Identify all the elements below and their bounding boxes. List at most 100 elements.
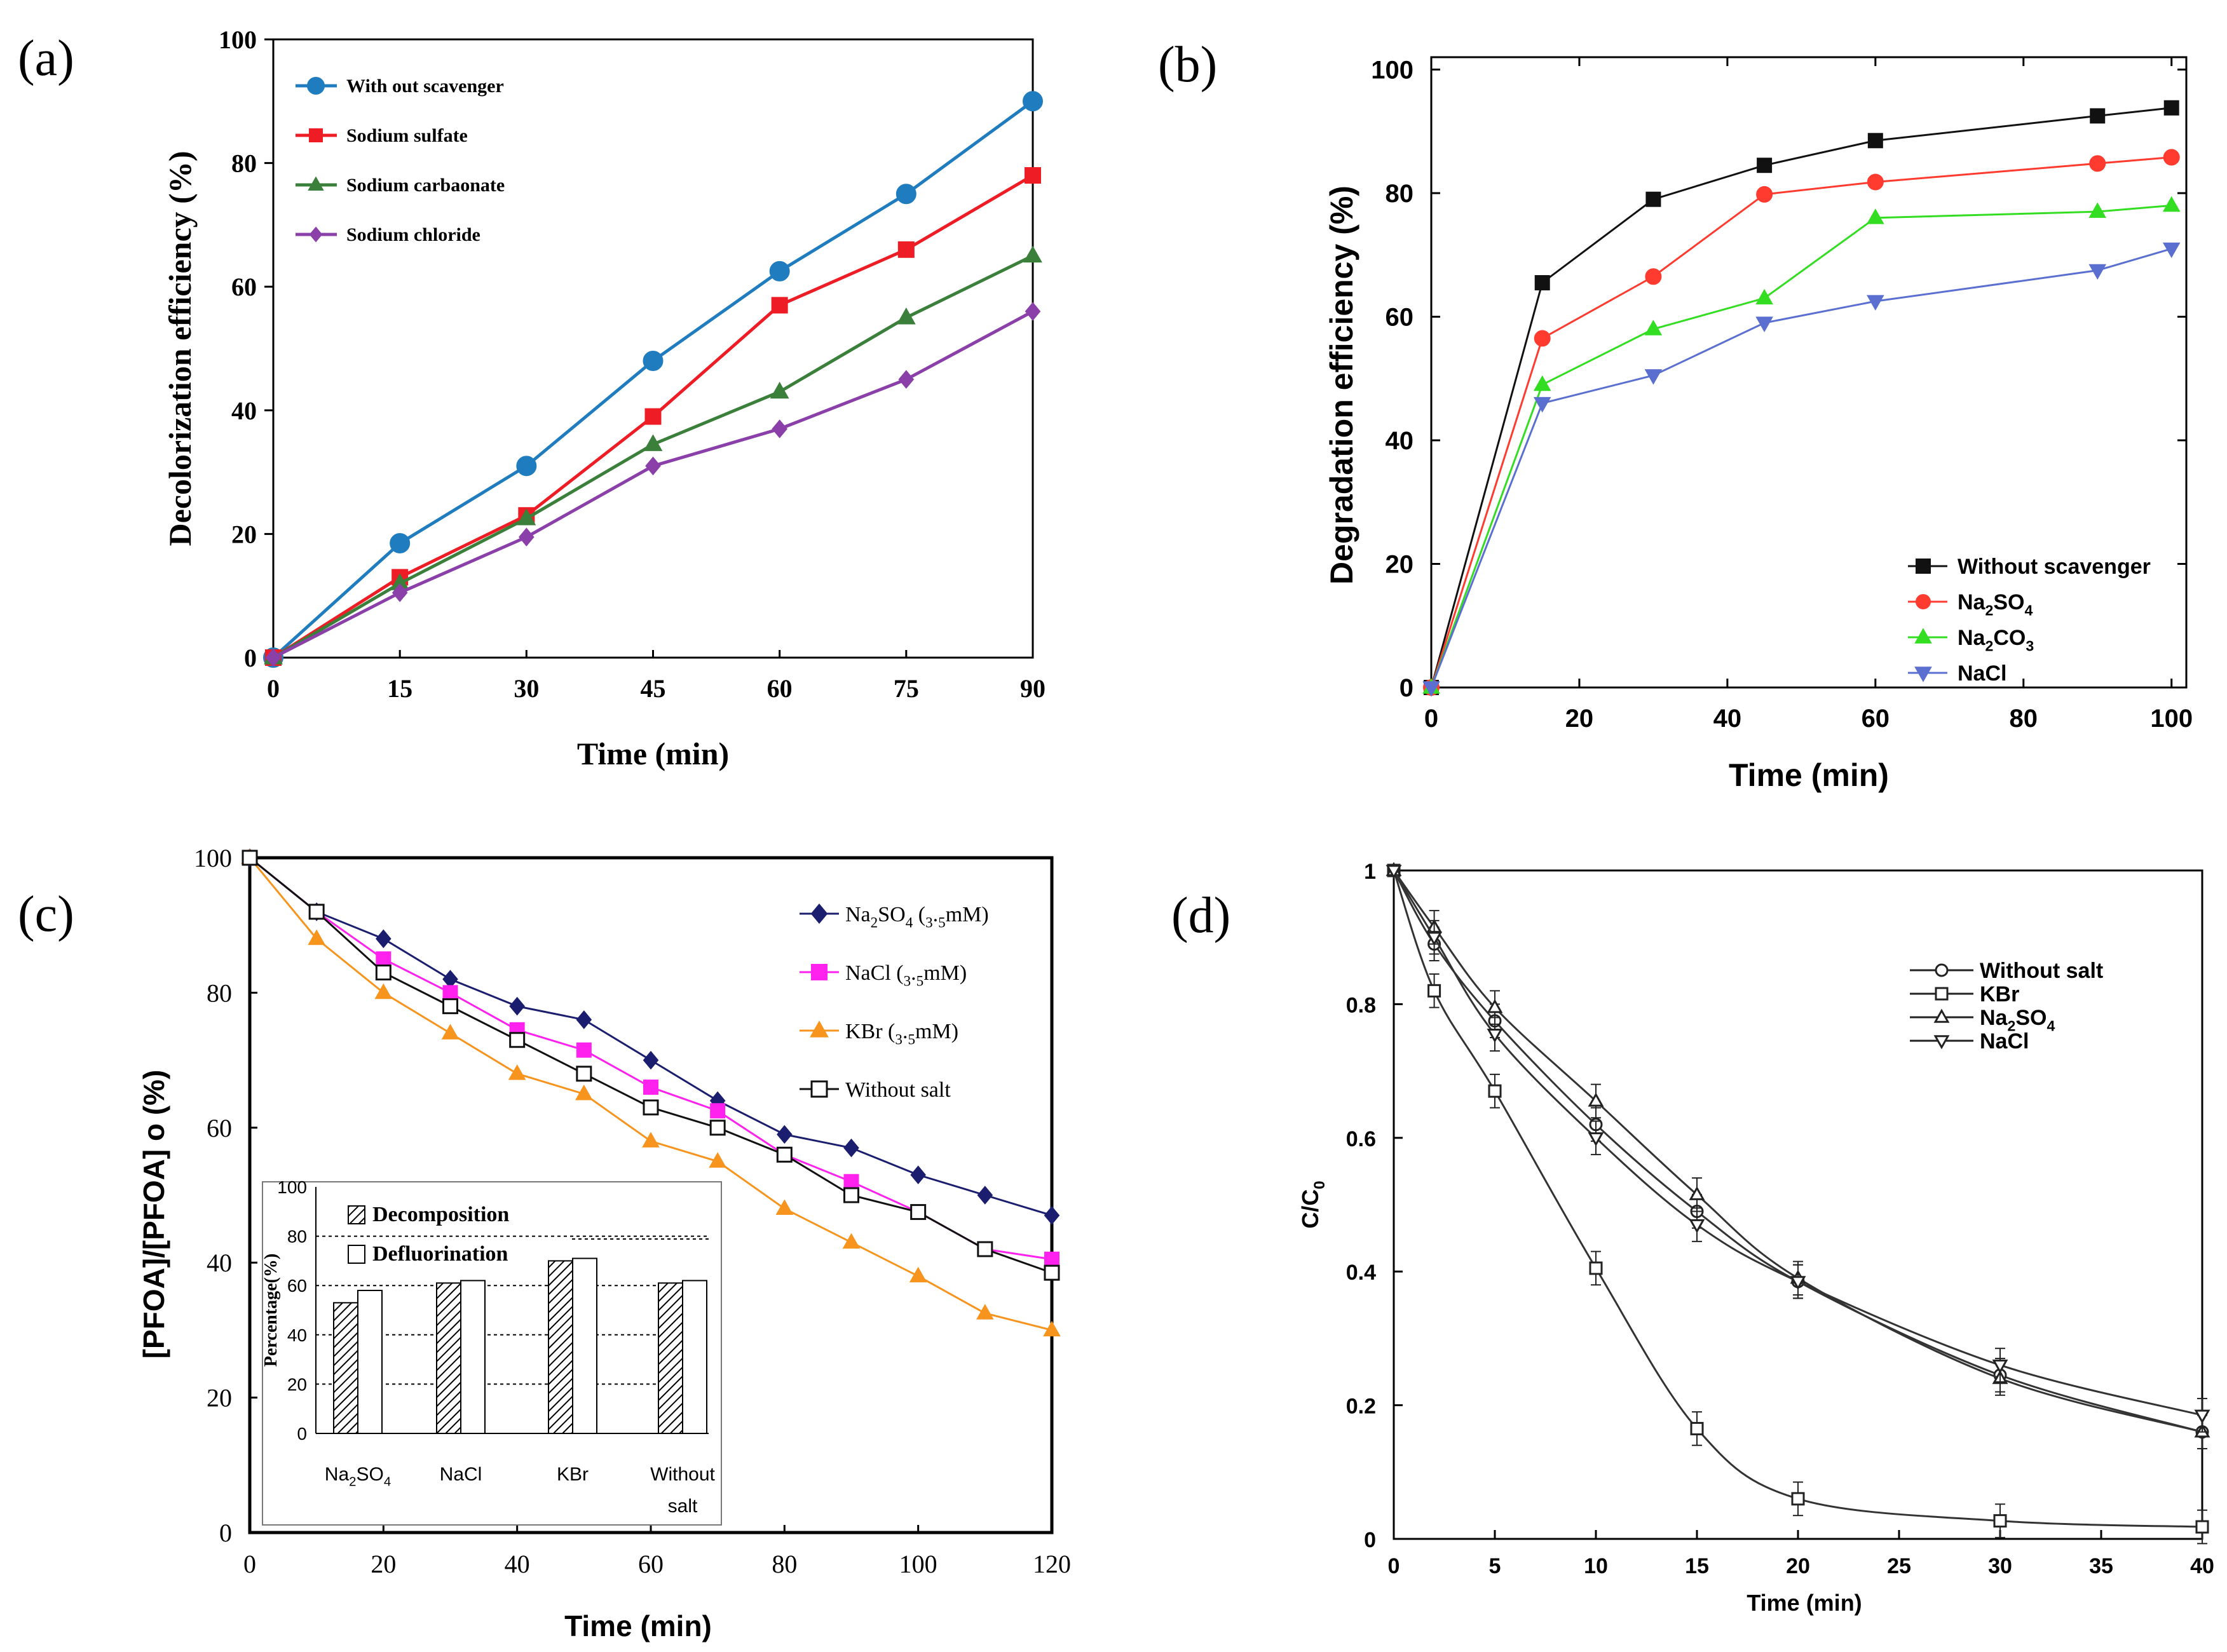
series-line-d-0 (1393, 870, 2203, 1433)
series-line-b-3 (1430, 248, 2172, 688)
legend-marker-d-2 (1933, 1008, 1950, 1023)
data-point-c-3-5 (576, 1066, 592, 1082)
data-point-c-3-9 (843, 1187, 859, 1203)
data-point-a-3-6 (1025, 302, 1041, 321)
data-point-b-0-1 (1534, 274, 1550, 290)
plot-frame-b (1430, 56, 2188, 689)
data-point-b-3-0 (1422, 681, 1440, 697)
data-point-d-1-2 (1488, 1084, 1502, 1098)
panel-b: (b) 0 20 40 60 80 100 0 20 40 60 80 100 Time (min) Deg… (1158, 37, 2193, 793)
data-point-d-3-7 (2194, 1409, 2210, 1424)
data-point-d-3-3 (1588, 1132, 1604, 1147)
data-point-a-1-4 (771, 297, 788, 314)
data-point-b-0-2 (1645, 191, 1661, 207)
data-point-a-3-0 (265, 648, 282, 667)
data-point-d-1-4 (1690, 1421, 1704, 1435)
data-point-b-3-5 (2088, 264, 2107, 280)
data-point-a-3-3 (645, 456, 661, 476)
x-tick-label-b: 0 (1424, 705, 1438, 733)
legend-label-b-3: NaCl (1958, 661, 2006, 686)
data-point-c-1-12 (1044, 1251, 1059, 1267)
data-point-c-0-4 (509, 996, 525, 1016)
legend-marker-b-0 (1916, 559, 1931, 574)
inset-y-tick-label: 20 (287, 1374, 307, 1394)
data-point-a-3-2 (519, 527, 535, 547)
inset-category-label: salt (668, 1496, 698, 1517)
data-point-c-1-7 (710, 1103, 726, 1119)
y-tick-label-c: 20 (207, 1384, 232, 1412)
data-point-c-0-2 (376, 929, 392, 949)
data-point-c-0-10 (910, 1165, 926, 1184)
y-tick-label-b: 40 (1386, 427, 1414, 455)
data-point-b-3-4 (1867, 295, 1884, 311)
data-point-d-3-6 (1992, 1359, 2008, 1374)
legend-marker-a-1 (309, 128, 323, 142)
data-point-c-1-6 (643, 1080, 658, 1095)
data-point-b-3-1 (1533, 396, 1551, 413)
x-tick-label-c: 80 (772, 1550, 797, 1578)
inset-legend-label-1: Defluorination (372, 1242, 508, 1266)
panel-label-d: (d) (1171, 888, 1230, 944)
data-point-d-3-5 (1790, 1276, 1806, 1290)
data-point-b-3-2 (1644, 369, 1663, 385)
x-tick-label-d: 30 (1988, 1554, 2012, 1578)
data-point-c-3-10 (910, 1204, 927, 1221)
data-point-d-3-0 (1386, 865, 1402, 879)
data-point-c-0-6 (643, 1050, 659, 1070)
inset-legend-label-0: Decomposition (372, 1203, 509, 1226)
x-tick-label-c: 100 (899, 1550, 937, 1578)
data-point-b-2-1 (1533, 375, 1551, 391)
data-point-d-2-3 (1588, 1092, 1604, 1107)
inset-bar-chart: 0 20 40 60 80 100 Percentage(%) Na2SO4 NaCl KBr Wi… (261, 1177, 722, 1526)
data-point-a-0-6 (1023, 91, 1043, 112)
legend-label-a-0: With out scavenger (346, 76, 504, 97)
data-point-b-1-2 (1645, 268, 1662, 285)
data-point-c-2-2 (374, 983, 393, 999)
x-tick-label-a: 45 (641, 674, 666, 703)
data-point-c-3-1 (308, 904, 325, 920)
inset-legend-swatch-1 (348, 1245, 365, 1264)
data-point-b-2-6 (2162, 196, 2181, 212)
legend-marker-d-1 (1935, 987, 1949, 1001)
x-tick-label-c: 60 (638, 1550, 664, 1578)
data-point-c-2-7 (709, 1152, 726, 1168)
data-point-c-1-9 (843, 1174, 859, 1189)
data-point-d-1-5 (1791, 1492, 1805, 1506)
data-point-b-0-4 (1867, 133, 1883, 149)
legend-marker-c-3 (810, 1080, 828, 1098)
legend-marker-a-0 (307, 77, 325, 95)
data-point-b-1-4 (1867, 173, 1884, 191)
data-point-b-0-3 (1757, 158, 1773, 173)
legend-marker-c-0 (810, 904, 828, 924)
y-tick-label-b: 60 (1386, 303, 1414, 331)
x-tick-label-d: 20 (1786, 1554, 1810, 1578)
x-tick-label-a: 30 (514, 674, 539, 703)
data-point-a-2-2 (517, 508, 536, 525)
y-tick-label-d: 0 (1364, 1528, 1376, 1552)
legend-label-a-1: Sodium sulfate (346, 125, 468, 146)
data-point-b-1-1 (1534, 330, 1551, 347)
data-point-b-2-5 (2088, 202, 2107, 218)
data-point-c-0-8 (777, 1125, 793, 1144)
y-tick-label-c: 100 (194, 844, 232, 872)
data-point-b-1-6 (2163, 149, 2180, 166)
data-point-b-2-4 (1867, 208, 1884, 224)
data-point-d-2-2 (1487, 999, 1503, 1013)
data-point-a-2-4 (770, 381, 789, 399)
x-tick-label-c: 0 (243, 1550, 256, 1578)
legend-label-a-2: Sodium carbaonate (346, 175, 505, 196)
y-tick-label-d: 1 (1364, 860, 1376, 884)
inset-y-axis-title: Percentage(%) (261, 1254, 281, 1367)
y-tick-label-b: 0 (1400, 674, 1413, 702)
y-tick-label-b: 20 (1386, 550, 1414, 578)
x-tick-label-b: 100 (2150, 705, 2193, 733)
data-point-d-3-4 (1689, 1219, 1705, 1233)
y-tick-label-c: 60 (207, 1114, 232, 1142)
data-point-c-0-12 (1044, 1206, 1060, 1225)
series-line-b-1 (1430, 156, 2172, 688)
data-point-c-2-1 (308, 929, 325, 945)
inset-bar-0-3 (658, 1282, 683, 1434)
y-axis-title-c: [PFOA]/[PFOA] o (%) (137, 1070, 170, 1359)
data-point-c-2-8 (775, 1199, 794, 1215)
data-point-c-3-12 (1044, 1264, 1060, 1281)
